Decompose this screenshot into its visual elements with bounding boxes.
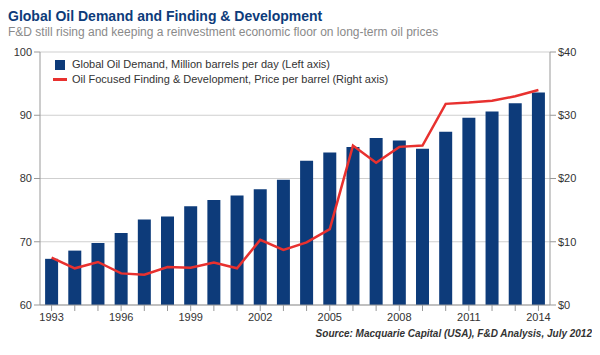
html-text:Global Oil Demand and Finding: Global Oil Demand and Finding & Developm… <box>8 8 323 24</box>
html-text:Oil Focused Finding & Developm: Oil Focused Finding & Development, Price… <box>72 73 389 85</box>
svg-text:$20: $20 <box>558 172 576 184</box>
svg-text:1996: 1996 <box>109 311 133 323</box>
svg-text:70: 70 <box>20 236 32 248</box>
svg-text:$40: $40 <box>558 46 576 58</box>
svg-text:2008: 2008 <box>387 311 411 323</box>
svg-text:2002: 2002 <box>248 311 272 323</box>
svg-text:$30: $30 <box>558 109 576 121</box>
svg-text:1999: 1999 <box>178 311 202 323</box>
html-text:F&D still rising and keeping a: F&D still rising and keeping a reinvestm… <box>8 25 439 39</box>
svg-text:100: 100 <box>14 46 32 58</box>
svg-text:$0: $0 <box>558 299 570 311</box>
svg-text:2014: 2014 <box>526 311 550 323</box>
svg-text:$10: $10 <box>558 236 576 248</box>
svg-text:2005: 2005 <box>318 311 342 323</box>
svg-text:60: 60 <box>20 299 32 311</box>
html-text:Source: Macquarie Capital (USA: Source: Macquarie Capital (USA), F&D Ana… <box>315 328 592 339</box>
html-text:Global Oil Demand, Million bar: Global Oil Demand, Million barrels per d… <box>72 58 330 70</box>
svg-text:90: 90 <box>20 109 32 121</box>
svg-text:1993: 1993 <box>39 311 63 323</box>
svg-text:2011: 2011 <box>457 311 481 323</box>
svg-text:80: 80 <box>20 172 32 184</box>
